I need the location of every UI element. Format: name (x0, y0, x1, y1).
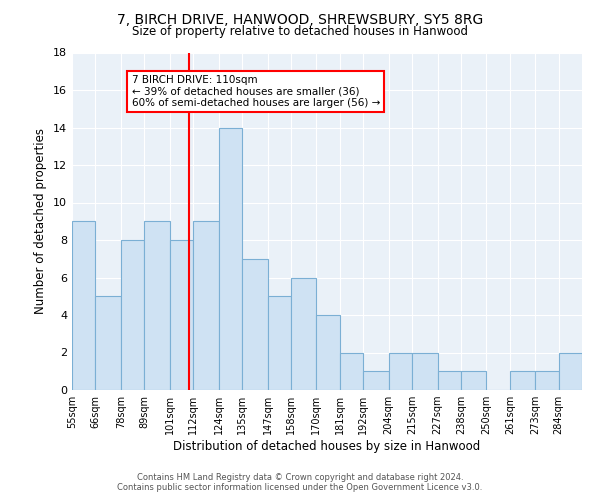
Bar (437, 371, 461, 390)
Y-axis label: Number of detached properties: Number of detached properties (34, 128, 47, 314)
Bar (268, 296, 291, 390)
Bar (291, 278, 316, 390)
Bar (389, 352, 412, 390)
Bar (242, 259, 268, 390)
Bar (412, 352, 437, 390)
Bar (340, 352, 363, 390)
Bar (218, 128, 242, 390)
Bar (461, 371, 487, 390)
Text: 7 BIRCH DRIVE: 110sqm
← 39% of detached houses are smaller (36)
60% of semi-deta: 7 BIRCH DRIVE: 110sqm ← 39% of detached … (131, 75, 380, 108)
Bar (144, 221, 170, 390)
X-axis label: Distribution of detached houses by size in Hanwood: Distribution of detached houses by size … (173, 440, 481, 453)
Bar (72, 221, 95, 390)
Bar (170, 240, 193, 390)
Bar (121, 240, 144, 390)
Text: 7, BIRCH DRIVE, HANWOOD, SHREWSBURY, SY5 8RG: 7, BIRCH DRIVE, HANWOOD, SHREWSBURY, SY5… (117, 12, 483, 26)
Bar (363, 371, 389, 390)
Bar (559, 352, 582, 390)
Bar (193, 221, 218, 390)
Text: Contains HM Land Registry data © Crown copyright and database right 2024.
Contai: Contains HM Land Registry data © Crown c… (118, 473, 482, 492)
Bar (535, 371, 559, 390)
Bar (95, 296, 121, 390)
Bar (316, 315, 340, 390)
Bar (510, 371, 535, 390)
Text: Size of property relative to detached houses in Hanwood: Size of property relative to detached ho… (132, 25, 468, 38)
